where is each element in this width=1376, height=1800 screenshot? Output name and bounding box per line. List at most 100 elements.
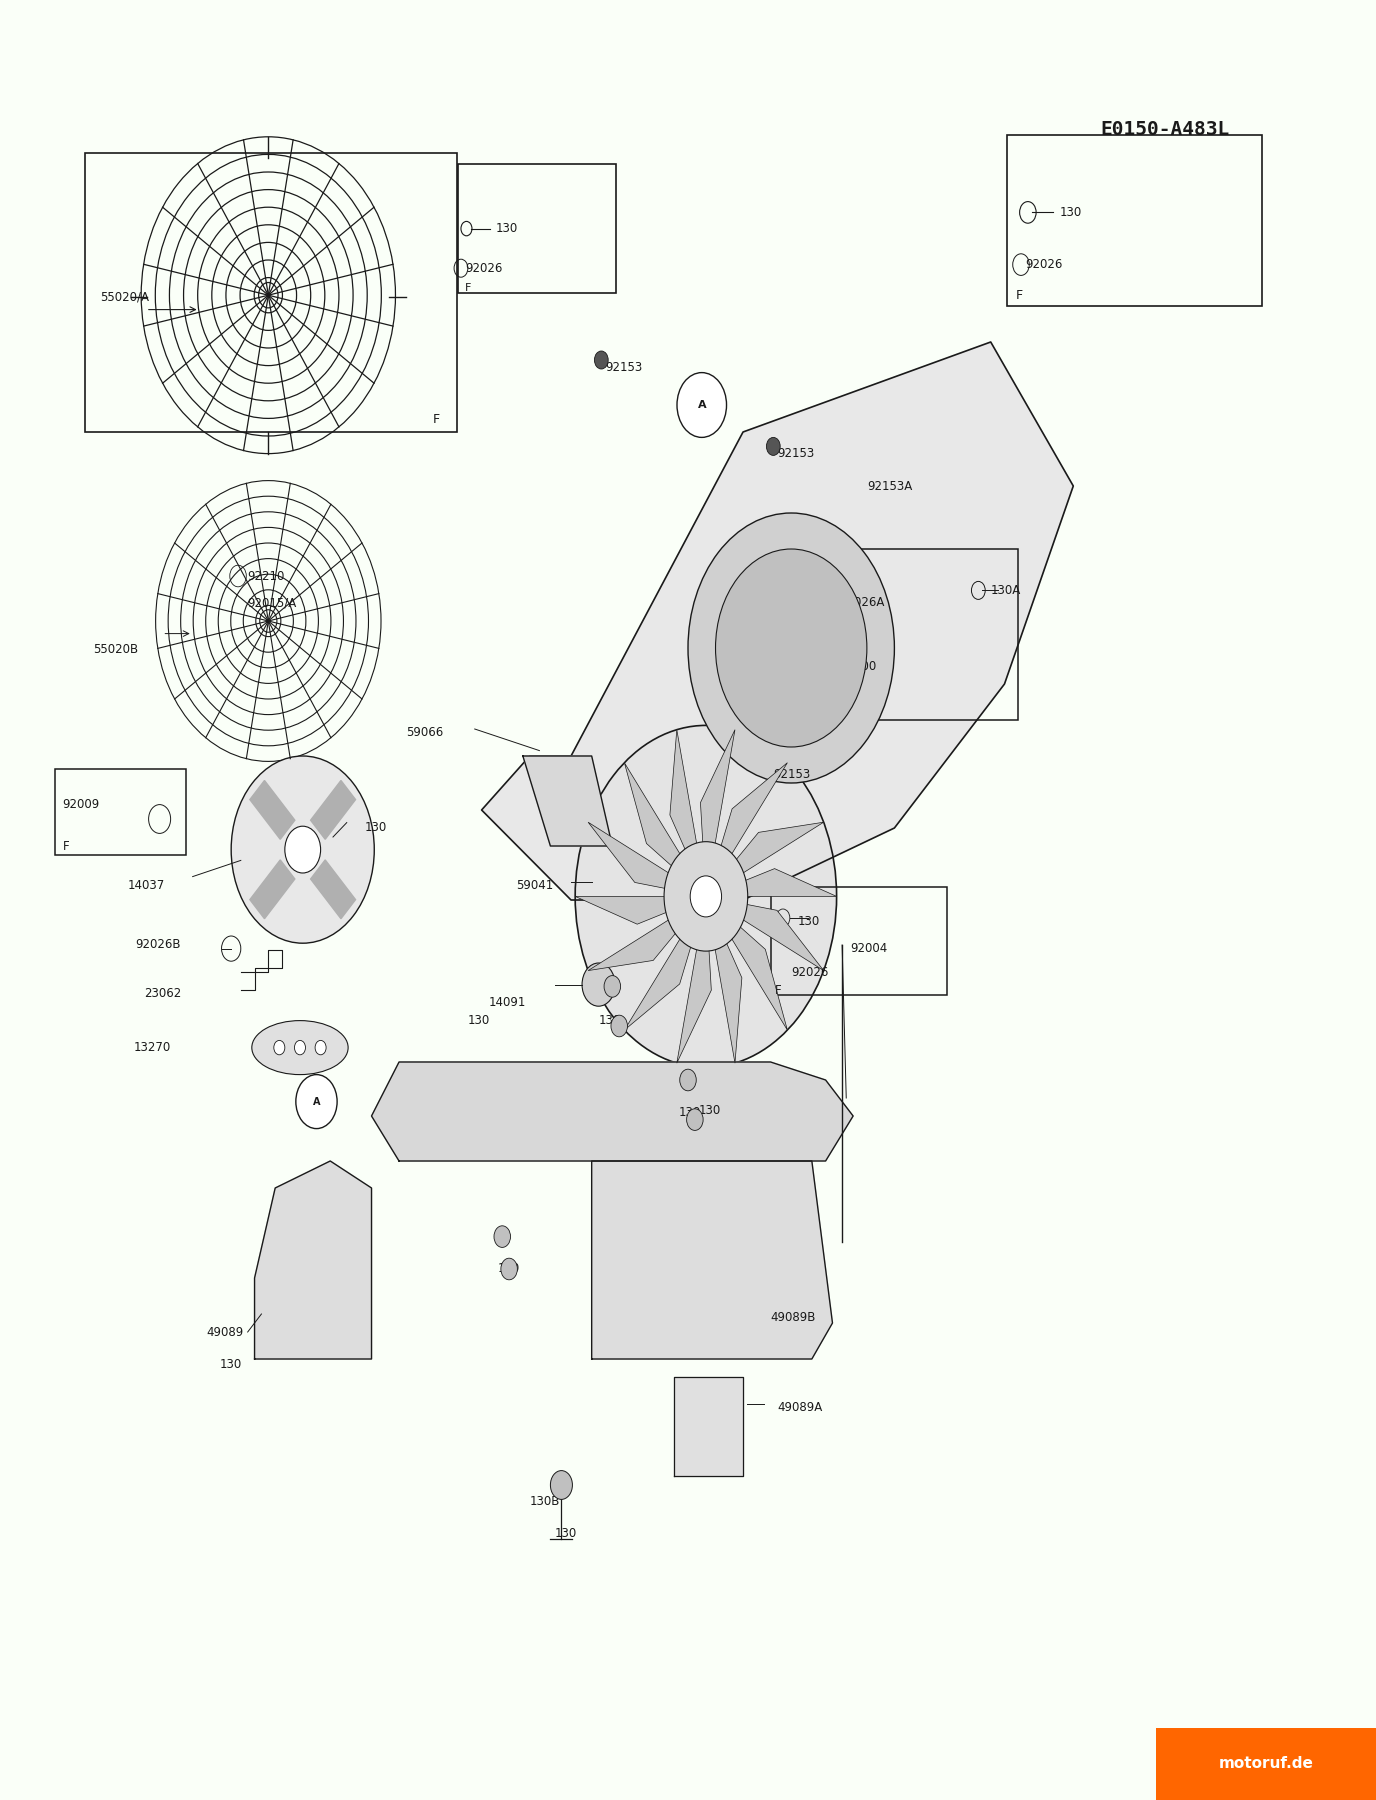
Text: 130: 130 <box>220 1357 242 1372</box>
Bar <box>458 164 616 293</box>
Text: 92026: 92026 <box>465 261 502 275</box>
Text: 92153: 92153 <box>773 767 810 781</box>
Text: 130: 130 <box>495 221 517 236</box>
Polygon shape <box>592 1161 832 1359</box>
Circle shape <box>677 373 727 437</box>
Text: 59066: 59066 <box>406 725 443 740</box>
Circle shape <box>604 976 621 997</box>
Bar <box>55 769 186 855</box>
Circle shape <box>766 437 780 455</box>
Text: 130: 130 <box>498 1262 520 1276</box>
Polygon shape <box>523 756 612 846</box>
Circle shape <box>716 549 867 747</box>
Bar <box>1007 135 1262 306</box>
Text: 130: 130 <box>468 1013 490 1028</box>
Text: 130: 130 <box>699 1103 721 1118</box>
Text: F: F <box>775 983 782 997</box>
Text: 130: 130 <box>555 1526 577 1541</box>
Text: 92153: 92153 <box>777 446 815 461</box>
Bar <box>819 549 1018 720</box>
Bar <box>85 153 457 432</box>
Text: 92026: 92026 <box>791 965 828 979</box>
Polygon shape <box>706 896 787 1030</box>
Text: 130: 130 <box>599 1013 621 1028</box>
Text: 49089: 49089 <box>206 1325 244 1339</box>
Text: 13270: 13270 <box>133 1040 171 1055</box>
Polygon shape <box>588 823 706 896</box>
Polygon shape <box>706 896 824 970</box>
Text: 14037: 14037 <box>128 878 165 893</box>
Text: 49089A: 49089A <box>777 1400 823 1415</box>
Text: 130: 130 <box>365 821 387 835</box>
Text: 92210: 92210 <box>248 569 285 583</box>
Polygon shape <box>706 869 837 896</box>
Polygon shape <box>706 896 742 1064</box>
Circle shape <box>594 351 608 369</box>
Polygon shape <box>677 896 711 1064</box>
Polygon shape <box>674 1377 743 1476</box>
Circle shape <box>680 1069 696 1091</box>
Circle shape <box>501 1258 517 1280</box>
Circle shape <box>575 725 837 1067</box>
Polygon shape <box>372 1062 853 1161</box>
Polygon shape <box>575 896 706 923</box>
Text: 92004: 92004 <box>850 941 888 956</box>
Text: E0150-A483L: E0150-A483L <box>1101 121 1230 139</box>
Text: 92026B: 92026B <box>135 938 180 952</box>
Polygon shape <box>625 763 706 896</box>
Text: F: F <box>432 412 440 427</box>
Circle shape <box>582 963 615 1006</box>
Text: 92015/A: 92015/A <box>248 596 297 610</box>
Text: A: A <box>312 1096 321 1107</box>
Text: A: A <box>698 400 706 410</box>
Text: F: F <box>1015 288 1022 302</box>
Polygon shape <box>700 729 735 896</box>
Text: 92026: 92026 <box>1025 257 1062 272</box>
Text: 92153A: 92153A <box>867 479 912 493</box>
Text: F: F <box>465 283 472 293</box>
FancyArrow shape <box>250 781 294 839</box>
Text: F: F <box>826 702 832 716</box>
Bar <box>771 887 947 995</box>
Text: 14091: 14091 <box>488 995 526 1010</box>
FancyArrow shape <box>311 781 355 839</box>
Text: 23062: 23062 <box>144 986 182 1001</box>
Text: 55020/A: 55020/A <box>100 290 150 304</box>
Polygon shape <box>706 763 787 896</box>
Text: F: F <box>63 839 70 853</box>
Circle shape <box>611 1015 627 1037</box>
Polygon shape <box>625 896 706 1030</box>
Text: 92153: 92153 <box>605 360 643 374</box>
Ellipse shape <box>252 1021 348 1075</box>
FancyArrow shape <box>311 860 355 918</box>
Bar <box>1156 1728 1376 1800</box>
Text: 92026A: 92026A <box>839 596 885 610</box>
Circle shape <box>688 513 894 783</box>
Circle shape <box>274 1040 285 1055</box>
Circle shape <box>494 1226 510 1247</box>
Circle shape <box>231 756 374 943</box>
Polygon shape <box>670 729 706 896</box>
Text: motoruf.de: motoruf.de <box>1219 1757 1313 1771</box>
Circle shape <box>665 842 747 950</box>
Circle shape <box>550 1471 572 1499</box>
Text: 130A: 130A <box>991 583 1021 598</box>
Circle shape <box>296 1075 337 1129</box>
Text: 59041: 59041 <box>516 878 553 893</box>
Text: 130: 130 <box>798 914 820 929</box>
Text: 55020B: 55020B <box>94 643 139 657</box>
Text: 49089B: 49089B <box>771 1310 816 1325</box>
Polygon shape <box>255 1161 372 1359</box>
Text: 92200: 92200 <box>839 659 877 673</box>
Circle shape <box>687 1109 703 1130</box>
Polygon shape <box>706 823 824 896</box>
FancyArrow shape <box>250 860 294 918</box>
Circle shape <box>315 1040 326 1055</box>
Circle shape <box>285 826 321 873</box>
Polygon shape <box>482 342 1073 900</box>
Polygon shape <box>588 896 706 970</box>
Text: 130B: 130B <box>530 1494 560 1508</box>
Text: 130: 130 <box>1060 205 1082 220</box>
Circle shape <box>294 1040 305 1055</box>
Circle shape <box>691 877 721 916</box>
